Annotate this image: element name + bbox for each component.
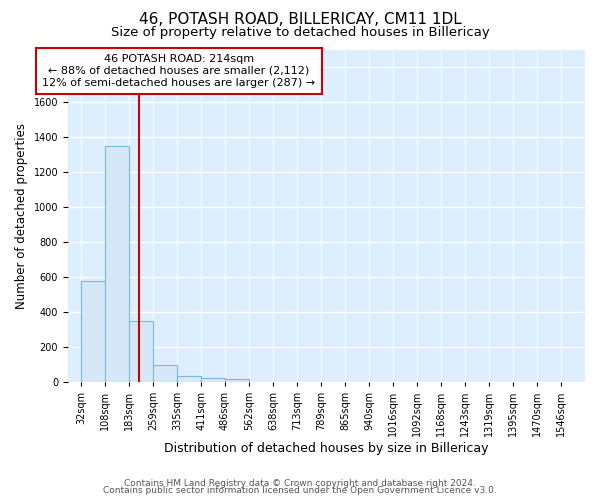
Bar [225,380,249,382]
Text: 46, POTASH ROAD, BILLERICAY, CM11 1DL: 46, POTASH ROAD, BILLERICAY, CM11 1DL [139,12,461,28]
Bar [81,280,105,382]
Bar [177,376,201,382]
Text: 46 POTASH ROAD: 214sqm
← 88% of detached houses are smaller (2,112)
12% of semi-: 46 POTASH ROAD: 214sqm ← 88% of detached… [42,54,316,88]
X-axis label: Distribution of detached houses by size in Billericay: Distribution of detached houses by size … [164,442,489,455]
Text: Contains public sector information licensed under the Open Government Licence v3: Contains public sector information licen… [103,486,497,495]
Bar [201,378,226,382]
Text: Contains HM Land Registry data © Crown copyright and database right 2024.: Contains HM Land Registry data © Crown c… [124,478,476,488]
Bar [105,146,130,382]
Bar [153,366,177,382]
Text: Size of property relative to detached houses in Billericay: Size of property relative to detached ho… [110,26,490,39]
Bar [129,321,153,382]
Y-axis label: Number of detached properties: Number of detached properties [15,123,28,309]
